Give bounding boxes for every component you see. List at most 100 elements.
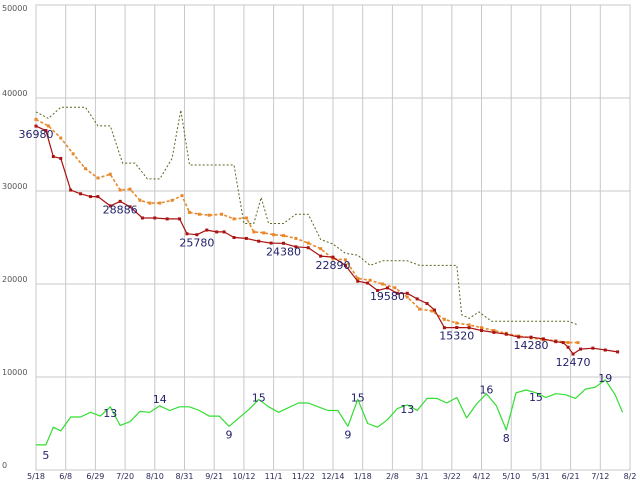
series-point-2	[96, 176, 100, 180]
series-point-2	[59, 136, 63, 140]
y-tick-label: 30000	[2, 182, 27, 191]
series-point-2	[368, 278, 372, 282]
data-label: 28886	[103, 203, 138, 216]
x-tick-label: 2/8	[386, 472, 399, 480]
series-point-3	[185, 232, 189, 236]
series-point-3	[215, 230, 219, 234]
series-point-3	[442, 326, 446, 330]
y-tick-labels: 0 10000 20000 30000 40000 50000	[2, 4, 27, 470]
data-label: 15	[351, 391, 365, 404]
series-point-2	[46, 124, 50, 128]
series-point-3	[405, 291, 409, 295]
series-point-3	[571, 352, 575, 356]
series-line-3	[35, 125, 618, 355]
series-point-3	[51, 155, 55, 159]
series-point-2	[158, 201, 162, 205]
series-point-2	[272, 233, 276, 237]
series-point-2	[294, 236, 298, 240]
series-point-3	[529, 335, 533, 339]
x-tick-label: 9/21	[205, 472, 223, 480]
x-tick-label: 3/22	[443, 472, 461, 480]
y-tick-label: 20000	[2, 275, 27, 284]
series-point-2	[180, 194, 184, 198]
data-label: 24380	[266, 245, 301, 258]
series-point-2	[492, 329, 496, 332]
series-point-3	[432, 308, 436, 312]
data-label: 15320	[439, 330, 474, 343]
series-point-3	[165, 217, 169, 221]
data-label: 25780	[179, 237, 214, 250]
data-labels: 36980 28886 25780 24380 22890 19580 15320 14280…	[19, 128, 613, 462]
series-point-2	[319, 247, 323, 251]
x-tick-label: 6/8	[59, 472, 72, 480]
series-point-3	[108, 204, 112, 208]
data-label: 19	[598, 372, 612, 385]
x-tick-label: 7/12	[591, 472, 609, 480]
data-label: 16	[479, 384, 493, 397]
series-point-3	[269, 241, 273, 245]
x-tick-label: 5/31	[532, 472, 550, 480]
data-label: 36980	[19, 128, 54, 141]
series-point-2	[71, 152, 75, 156]
series-point-2	[220, 212, 224, 216]
data-label: 13	[400, 403, 414, 416]
series-point-3	[96, 195, 100, 199]
series-point-3	[616, 350, 620, 354]
series-point-2	[34, 117, 38, 121]
series-point-3	[366, 281, 370, 285]
series-point-2	[118, 188, 122, 192]
data-label: 15	[252, 391, 266, 404]
series-point-2	[331, 257, 335, 261]
series-point-3	[140, 216, 144, 220]
data-label: 13	[103, 407, 117, 420]
series-point-3	[88, 195, 92, 199]
series-point-2	[108, 172, 112, 176]
series-point-2	[430, 309, 434, 313]
x-tick-label: 8/31	[176, 472, 194, 480]
series-point-2	[418, 307, 422, 311]
series-point-2	[244, 216, 248, 220]
series-point-3	[69, 188, 73, 192]
series-point-3	[415, 297, 419, 301]
series-point-3	[232, 236, 236, 239]
x-tick-label: 8/2	[624, 472, 637, 480]
y-tick-label: 0	[2, 461, 7, 470]
series-point-2	[306, 241, 310, 245]
series-point-3	[554, 340, 558, 344]
data-label: 14280	[514, 339, 549, 352]
series-point-2	[187, 210, 191, 214]
data-label: 15	[529, 391, 543, 404]
series-point-2	[170, 198, 174, 202]
series-point-2	[467, 323, 471, 327]
data-label: 14	[153, 393, 167, 406]
series-point-3	[395, 291, 399, 295]
series-point-2	[455, 321, 459, 325]
series-point-2	[393, 286, 397, 290]
x-tick-label: 11/22	[292, 472, 315, 480]
x-tick-label: 11/1	[265, 472, 283, 480]
series-line-2	[35, 118, 578, 344]
series-line-4	[36, 379, 624, 446]
data-label: 9	[344, 428, 351, 441]
series-point-3	[517, 335, 521, 339]
x-tick-label: 8/10	[146, 472, 164, 480]
x-tick-label: 1/18	[354, 472, 372, 480]
series-point-2	[232, 217, 236, 221]
x-tick-label: 4/12	[473, 472, 491, 480]
y-tick-label: 40000	[2, 89, 27, 98]
series-point-3	[79, 192, 83, 196]
series-point-3	[561, 341, 565, 345]
series-point-3	[425, 302, 429, 306]
series-point-2	[566, 341, 570, 345]
series-point-2	[128, 187, 132, 191]
x-tick-label: 12/14	[321, 472, 344, 480]
data-label: 12470	[556, 356, 591, 369]
x-tick-label: 5/18	[27, 472, 45, 480]
series-point-3	[244, 236, 248, 240]
series-point-2	[282, 234, 285, 238]
series-point-3	[492, 330, 496, 334]
series-point-3	[222, 230, 226, 234]
series-point-2	[442, 317, 446, 321]
series-point-3	[541, 337, 545, 341]
series-point-3	[306, 246, 310, 250]
